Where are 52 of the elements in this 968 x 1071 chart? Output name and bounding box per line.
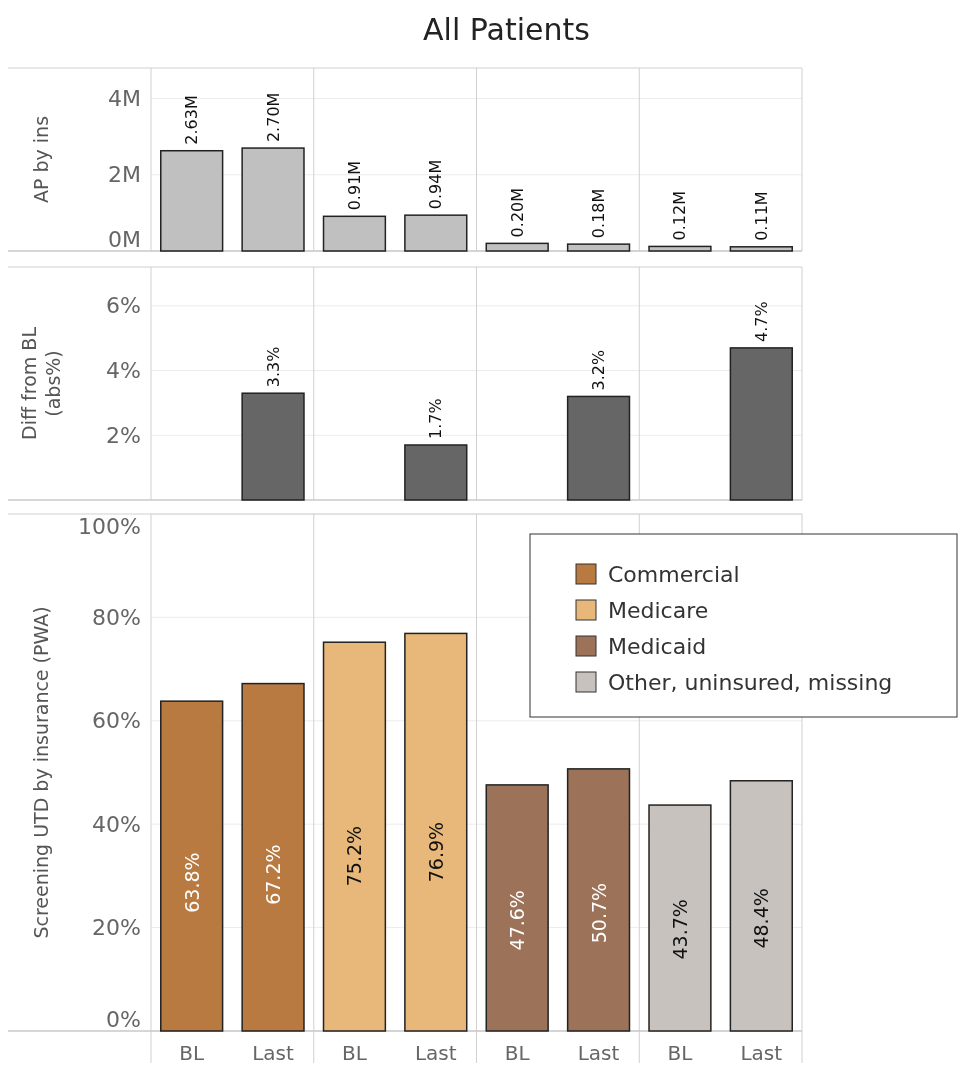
data-label: 0.18M (589, 188, 609, 239)
bar (566, 395, 631, 501)
bar (241, 392, 305, 501)
legend-label: Commercial (608, 561, 740, 587)
data-label: 43.7% (668, 899, 691, 960)
legend-label: Other, uninsured, missing (608, 669, 893, 695)
data-label: 3.2% (589, 349, 609, 391)
x-tick-label: Last (252, 1041, 295, 1065)
data-label: 2.70M (263, 92, 283, 143)
y-tick-label: 4% (106, 358, 141, 384)
x-tick-label: Last (740, 1041, 783, 1065)
y-tick-label: 80% (92, 604, 141, 630)
y-tick-label: 2M (108, 162, 141, 188)
data-label: 0.20M (507, 187, 527, 238)
data-label: 1.7% (426, 398, 446, 439)
x-tick-label: Last (577, 1041, 620, 1065)
y-tick-label: 6% (106, 293, 141, 319)
y-tick-label: 20% (92, 915, 141, 941)
y-tick-label: 2% (106, 422, 141, 448)
data-label: 0.91M (344, 160, 364, 211)
data-label: 48.4% (750, 888, 773, 949)
data-label: 2.63M (182, 95, 202, 145)
legend-label: Medicaid (608, 633, 707, 659)
y-tick-label: 60% (92, 708, 141, 734)
y-axis-title: Diff from BL (abs%) (18, 326, 64, 440)
data-label: 50.7% (587, 882, 610, 944)
legend-label: Medicare (608, 597, 709, 623)
data-label: 47.6% (506, 890, 529, 951)
x-tick-label: BL (342, 1041, 368, 1065)
data-label: 3.3% (263, 346, 283, 388)
y-tick-label: 0% (106, 1006, 141, 1032)
data-label: 67.2% (262, 844, 285, 905)
x-tick-label: Last (414, 1041, 457, 1065)
y-tick-label: 100% (78, 513, 141, 539)
data-label: 0.94M (426, 159, 446, 210)
data-label: 76.9% (424, 821, 447, 883)
y-axis-title: Screening UTD by insurance (PWA) (30, 606, 52, 939)
bar (729, 347, 793, 501)
data-label: 0.11M (751, 191, 771, 241)
bar (404, 444, 468, 501)
y-tick-label: 0M (108, 226, 141, 252)
x-tick-label: BL (667, 1041, 694, 1065)
x-tick-label: BL (504, 1041, 531, 1065)
data-label: 0.12M (670, 190, 690, 241)
data-label: 75.2% (343, 825, 366, 887)
chart-title: All Patients (423, 12, 590, 47)
data-label: 63.8% (180, 852, 203, 913)
x-tick-label: BL (179, 1041, 205, 1065)
y-tick-label: 40% (92, 811, 141, 837)
y-tick-label: 4M (108, 86, 141, 111)
y-axis-title: AP by ins (30, 115, 52, 204)
data-label: 4.7% (751, 301, 771, 342)
